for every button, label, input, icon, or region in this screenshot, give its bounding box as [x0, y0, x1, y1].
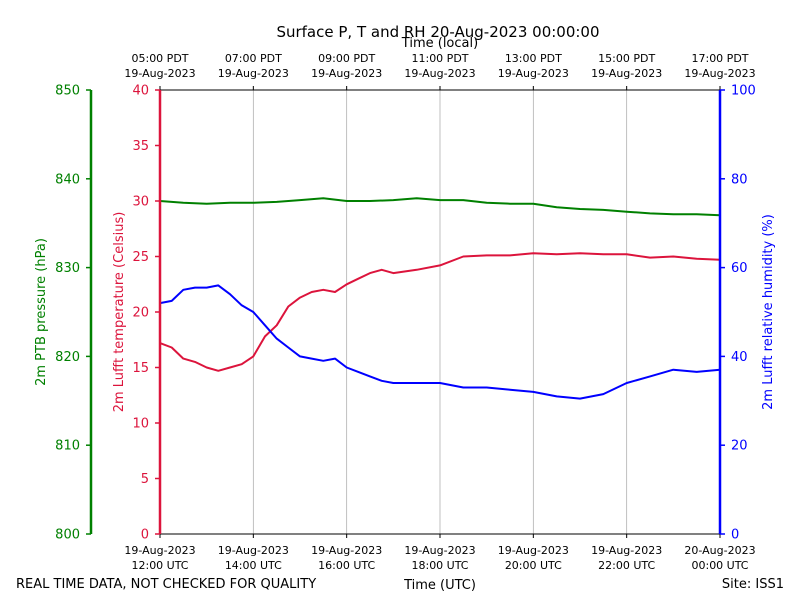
temperature-tick-label-2: 10 — [132, 417, 149, 432]
temperature-tick-label-6: 30 — [132, 195, 149, 210]
top-tick-time-6: 17:00 PDT — [691, 52, 748, 65]
x-tick-time-4: 20:00 UTC — [505, 559, 562, 572]
top-tick-time-1: 07:00 PDT — [225, 52, 282, 65]
series-line-humidity — [159, 284, 721, 400]
temperature-tick-label-0: 0 — [141, 528, 149, 543]
axes-layer: 19-Aug-2023 12:00 UTC 05:00 PDT 19-Aug-2023… — [34, 52, 776, 572]
temperature-tick-label-7: 35 — [132, 139, 149, 154]
humidity-axis: 0 20 40 60 80 100 2m Lufft relative humidity (… — [718, 84, 776, 543]
top-tick-date-5: 19-Aug-2023 — [591, 67, 662, 80]
pressure-tick-label-4: 840 — [55, 172, 80, 187]
top-tick-date-2: 19-Aug-2023 — [311, 67, 382, 80]
series-layer — [159, 197, 721, 400]
pressure-axis: 800 810 820 830 840 850 2m PTB pressure (hPa) — [34, 84, 93, 543]
humidity-axis-title: 2m Lufft relative humidity (%) — [761, 214, 776, 410]
temperature-axis-title: 2m Lufft temperature (Celsius) — [112, 212, 127, 413]
humidity-tick-label-0: 0 — [731, 528, 739, 543]
top-axis-label: Time (local) — [401, 36, 478, 51]
pressure-tick-label-2: 820 — [55, 350, 80, 365]
pressure-tick-label-5: 850 — [55, 84, 80, 99]
pressure-axis-title: 2m PTB pressure (hPa) — [34, 238, 49, 386]
x-tick-date-3: 19-Aug-2023 — [404, 544, 475, 557]
humidity-tick-label-2: 40 — [731, 350, 748, 365]
temperature-tick-label-5: 25 — [132, 250, 149, 265]
pressure-tick-label-0: 800 — [55, 528, 80, 543]
temperature-tick-label-4: 20 — [132, 306, 149, 321]
pressure-tick-label-3: 830 — [55, 261, 80, 276]
humidity-tick-label-3: 60 — [731, 261, 748, 276]
humidity-tick-label-1: 20 — [731, 439, 748, 454]
x-tick-time-6: 00:00 UTC — [691, 559, 748, 572]
x-tick-time-3: 18:00 UTC — [411, 559, 468, 572]
site-label: Site: ISS1 — [722, 577, 784, 592]
x-tick-time-0: 12:00 UTC — [131, 559, 188, 572]
series-line-pressure — [159, 197, 721, 217]
x-tick-time-1: 14:00 UTC — [225, 559, 282, 572]
top-tick-date-4: 19-Aug-2023 — [498, 67, 569, 80]
temperature-tick-label-3: 15 — [132, 361, 149, 376]
x-tick-date-6: 20-Aug-2023 — [684, 544, 755, 557]
x-tick-date-1: 19-Aug-2023 — [218, 544, 289, 557]
x-tick-date-5: 19-Aug-2023 — [591, 544, 662, 557]
humidity-tick-label-5: 100 — [731, 84, 756, 99]
humidity-tick-label-4: 80 — [731, 172, 748, 187]
x-tick-date-4: 19-Aug-2023 — [498, 544, 569, 557]
quality-disclaimer: REAL TIME DATA, NOT CHECKED FOR QUALITY — [16, 577, 316, 592]
top-tick-time-4: 13:00 PDT — [505, 52, 562, 65]
top-tick-date-0: 19-Aug-2023 — [124, 67, 195, 80]
x-tick-date-0: 19-Aug-2023 — [124, 544, 195, 557]
x-tick-date-2: 19-Aug-2023 — [311, 544, 382, 557]
temperature-tick-label-1: 5 — [141, 472, 149, 487]
top-tick-time-5: 15:00 PDT — [598, 52, 655, 65]
x-axis-label: Time (UTC) — [403, 578, 476, 593]
series-line-temperature — [159, 252, 721, 372]
temperature-axis: 0 5 10 15 20 25 30 35 40 2m Lufft temperature (Ce… — [112, 84, 162, 543]
top-tick-time-0: 05:00 PDT — [131, 52, 188, 65]
pressure-tick-label-1: 810 — [55, 439, 80, 454]
top-tick-date-1: 19-Aug-2023 — [218, 67, 289, 80]
top-tick-time-3: 11:00 PDT — [411, 52, 468, 65]
top-tick-date-3: 19-Aug-2023 — [404, 67, 475, 80]
top-tick-time-2: 09:00 PDT — [318, 52, 375, 65]
vertical-gridlines — [252, 90, 628, 534]
x-tick-time-2: 16:00 UTC — [318, 559, 375, 572]
top-tick-date-6: 19-Aug-2023 — [684, 67, 755, 80]
temperature-tick-label-8: 40 — [132, 84, 149, 99]
x-tick-time-5: 22:00 UTC — [598, 559, 655, 572]
chart-title: Surface P, T and RH 20-Aug-2023 00:00:00 — [276, 23, 599, 41]
